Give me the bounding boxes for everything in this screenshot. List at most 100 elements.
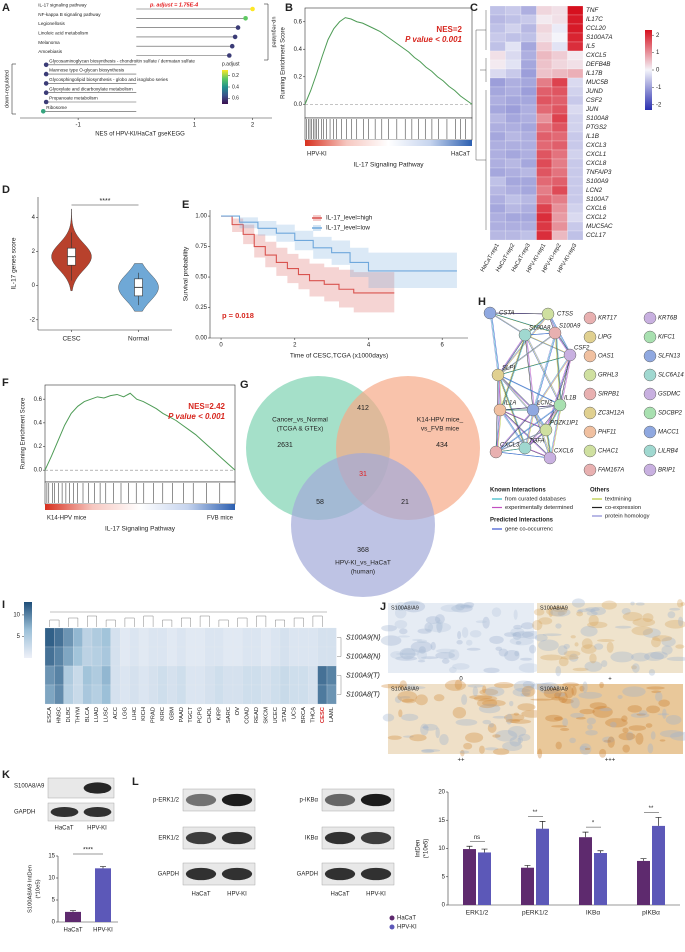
tissue-texture [520,692,531,697]
heatmap-cell [505,122,522,133]
tissue-texture [659,739,666,742]
gene-label: JUND [585,88,603,95]
tissue-texture [601,660,608,668]
tissue-texture [398,709,403,718]
heatmap-cell [91,684,102,705]
heatmap-cell [567,230,584,241]
interaction-edge [550,404,562,459]
tissue-texture [460,749,465,757]
tissue-texture [484,686,505,697]
heatmap-cell [317,627,328,648]
tissue-texture [562,682,579,687]
heatmap-cell [551,122,568,133]
tissue-texture [482,685,487,694]
heatmap-cell [232,684,243,705]
tissue-texture [478,703,501,714]
tissue-texture [642,613,654,623]
tissue-texture [481,699,506,707]
heatmap-cell [176,646,187,667]
ihc-image [388,603,534,673]
tissue-texture [576,611,584,617]
gene-label: CSTA [499,311,515,317]
heatmap-cell [489,194,506,205]
heatmap-cell [110,684,121,705]
heatmap-cell [148,646,158,667]
y-axis-label: (*10e5) [424,839,430,859]
tissue-texture [548,607,553,618]
tissue-texture [607,736,615,748]
heatmap-cell [536,221,553,232]
pathway-label: Glycosphingolipid biosynthesis - globo a… [49,77,168,82]
tissue-texture [455,719,478,726]
tissue-texture [563,650,581,657]
heatmap-cell [551,203,568,214]
tissue-texture [589,653,597,664]
tissue-texture [652,635,673,642]
gene-node [483,306,497,320]
heatmap-cell [551,68,568,79]
heatmap-cell [536,185,553,196]
tissue-texture [482,616,490,629]
y-tick-label: 0.75 [195,244,207,250]
heatmap-cell [251,665,262,686]
tissue-texture [381,624,397,632]
x-tick-label: Normal [128,336,150,343]
colorbar-label: 2 [656,33,660,39]
gene-node [643,425,657,439]
blot-label: p-IKBα [300,798,319,804]
tissue-texture [469,630,482,638]
tissue-texture [584,661,603,672]
survival-curve [221,215,395,294]
tissue-texture [599,707,612,712]
gene-node [526,403,540,417]
gene-label: IL17B [586,70,602,77]
heatmap-cell [520,203,537,214]
interaction-edge [496,409,534,453]
interaction-edge [524,409,534,449]
tissue-texture [457,630,462,640]
tissue-texture [436,621,443,634]
x-tick-label: IKBα [586,910,600,917]
tissue-texture [509,700,514,707]
heatmap-cell [195,646,205,667]
heatmap-cell [551,95,568,106]
x-tick-label: 6 [441,343,445,349]
set-label: HPV-KI_vs_HaCaT [335,560,391,567]
heatmap-cell [232,627,243,648]
pathway-label: NF-kappa B signaling pathway [38,12,101,17]
y-tick-label: 15 [48,854,55,860]
interaction-edge [501,334,527,411]
blot-band [360,867,392,881]
heatmap-cell [204,627,215,648]
heatmap-cell [567,32,584,43]
tissue-texture [399,647,416,660]
gene-label: KIFC1 [658,335,675,341]
heatmap-cell [536,41,553,52]
error-bar [70,910,76,912]
heatmap-cell [63,684,74,705]
gene-label: IL1B [586,133,599,140]
tissue-texture [650,731,656,740]
heatmap-cell [505,41,522,52]
tissue-texture [621,607,631,615]
pathway-label: Glycosaminoglycan biosynthesis - chondro… [49,58,195,63]
tissue-texture [420,656,439,660]
tissue-texture [550,608,571,617]
heatmap-cell [520,158,537,169]
bar [579,837,592,905]
gene-label: MUC5B [586,79,608,86]
interaction-edge [498,334,526,376]
tissue-texture [517,736,524,744]
tissue-texture [422,723,438,731]
gene-label: MACC1 [658,430,679,436]
tissue-texture [456,640,463,645]
heatmap-cell [63,646,74,667]
tissue-texture [659,730,684,738]
gene-label: LCN2 [586,187,603,194]
heatmap-cell [489,212,506,223]
significance: **** [83,847,94,854]
heatmap-cell [505,77,522,88]
heatmap-cell [308,684,318,705]
tissue-texture [582,681,588,694]
heatmap-cell [567,5,584,16]
